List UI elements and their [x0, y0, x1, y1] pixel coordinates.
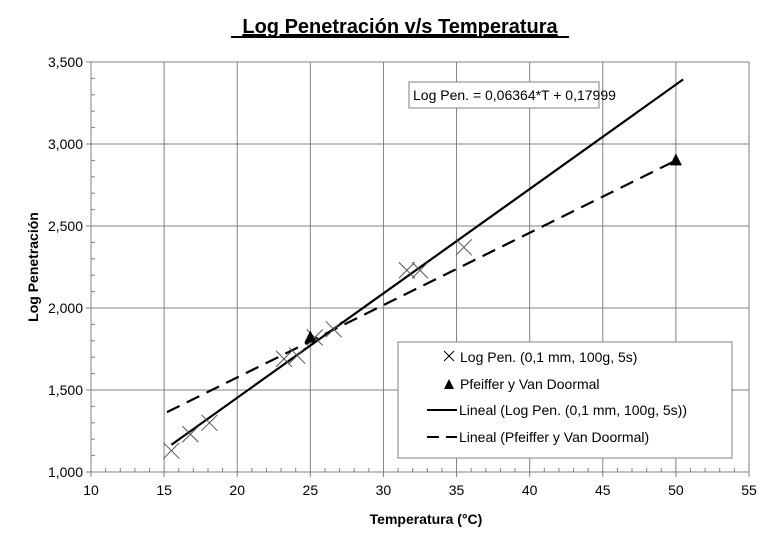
y-tick-label: 2,000 — [48, 300, 83, 316]
x-marker-point — [398, 261, 416, 279]
x-tick-labels: 10 15 20 25 30 35 40 45 50 55 — [83, 482, 757, 498]
x-marker-icon — [443, 350, 455, 362]
grid — [91, 61, 750, 472]
y-tick-label: 2,500 — [48, 218, 83, 234]
legend-label: Lineal (Pfeiffer y Van Doormal) — [459, 429, 649, 445]
x-marker-point — [306, 329, 324, 346]
legend: Log Pen. (0,1 mm, 100g, 5s) Pfeiffer y V… — [397, 341, 733, 459]
y-tick-label: 3,500 — [48, 54, 83, 70]
x-marker-point — [455, 238, 473, 256]
trendline-dashed — [166, 159, 677, 414]
x-marker-point — [411, 261, 429, 279]
x-tick-label: 25 — [303, 482, 319, 498]
x-marker-point — [288, 347, 306, 364]
x-marker-point — [182, 425, 199, 443]
x-marker-point — [275, 350, 293, 368]
y-tick-label: 1,500 — [48, 382, 83, 398]
legend-label: Lineal (Log Pen. (0,1 mm, 100g, 5s)) — [459, 402, 687, 418]
legend-label: Log Pen. (0,1 mm, 100g, 5s) — [460, 349, 637, 365]
x-tick-label: 10 — [83, 482, 99, 498]
equation-text: Log Pen. = 0,06364*T + 0,17999 — [413, 87, 616, 103]
triangle-marker-icon — [444, 379, 454, 389]
legend-label: Pfeiffer y Van Doormal — [460, 376, 600, 392]
legend-item-log-pen: Log Pen. (0,1 mm, 100g, 5s) — [443, 349, 637, 365]
equation-annotation: Log Pen. = 0,06364*T + 0,17999 — [408, 81, 616, 109]
x-marker-point — [163, 442, 180, 460]
x-tick-label: 50 — [668, 482, 684, 498]
triangle-marker-point — [304, 330, 317, 343]
x-tick-label: 30 — [376, 482, 392, 498]
legend-item-pfeiffer: Pfeiffer y Van Doormal — [444, 376, 600, 392]
axes — [86, 61, 750, 477]
x-tick-label: 45 — [595, 482, 611, 498]
equation-box — [408, 81, 600, 109]
x-tick-label: 20 — [229, 482, 245, 498]
triangle-marker-point — [669, 153, 682, 166]
y-tick-label: 1,000 — [48, 464, 83, 480]
x-marker-point — [201, 414, 218, 432]
x-axis-label: Temperatura (°C) — [370, 511, 483, 527]
y-tick-label: 3,000 — [48, 136, 83, 152]
legend-item-linear-pfeiffer: Lineal (Pfeiffer y Van Doormal) — [427, 429, 649, 445]
x-tick-label: 35 — [449, 482, 465, 498]
trendlines — [166, 78, 684, 446]
x-tick-label: 40 — [522, 482, 538, 498]
chart-title: Log Penetración v/s Temperatura — [242, 16, 558, 38]
y-axis-label: Log Penetración — [25, 212, 41, 322]
legend-item-linear-log-pen: Lineal (Log Pen. (0,1 mm, 100g, 5s)) — [427, 402, 687, 418]
x-tick-label: 15 — [156, 482, 172, 498]
trendline-solid — [170, 78, 684, 446]
y-tick-labels: 1,000 1,500 2,000 2,500 3,000 3,500 — [48, 54, 83, 480]
x-marker-point — [325, 320, 343, 338]
data-points — [163, 153, 682, 460]
x-tick-label: 55 — [741, 482, 757, 498]
